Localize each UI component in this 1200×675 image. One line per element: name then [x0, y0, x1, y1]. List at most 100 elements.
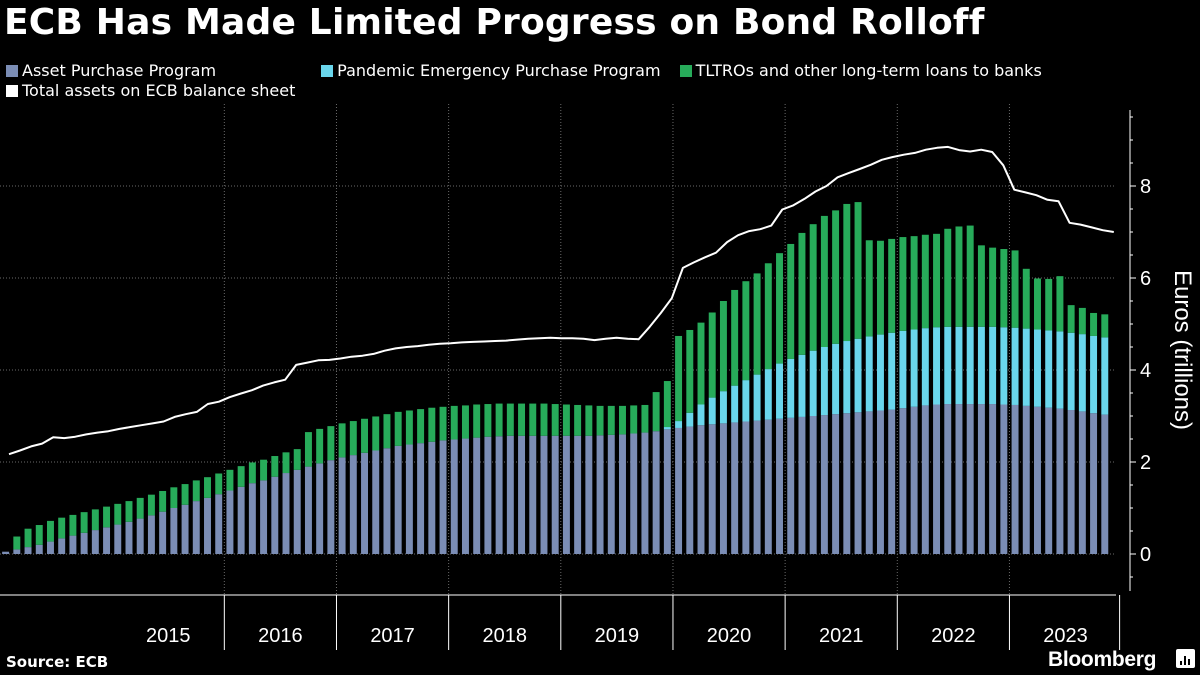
bar-segment-app [103, 527, 111, 554]
bar-segment-tltro [1011, 250, 1019, 328]
bar-segment-tltro [966, 225, 974, 327]
bar-segment-tltro [753, 273, 761, 375]
bar-segment-pepp [1056, 331, 1064, 409]
bar-segment-app [854, 412, 862, 554]
legend-swatch-app [6, 65, 18, 77]
bar-segment-tltro [383, 414, 391, 449]
bar-segment-app [742, 421, 750, 554]
bar-segment-tltro [327, 426, 335, 461]
bar-segment-pepp [820, 347, 828, 416]
bar-segment-tltro [316, 428, 324, 464]
bar-segment-pepp [944, 326, 952, 405]
bar-segment-pepp [910, 329, 918, 407]
legend-item-tltro[interactable]: TLTROs and other long-term loans to bank… [679, 61, 1042, 80]
bar-segment-tltro [114, 503, 122, 525]
bar-segment-pepp [1067, 332, 1075, 411]
bar-segment-tltro [876, 240, 884, 335]
bar-segment-app [215, 494, 223, 554]
bar-segment-app [192, 501, 200, 554]
bar-segment-tltro [91, 509, 99, 531]
bar-segment-tltro [484, 404, 492, 437]
y-tick-label: 4 [1140, 360, 1151, 382]
bar-segment-tltro [394, 411, 402, 446]
bar-segment-tltro [1090, 312, 1098, 336]
legend-item-app[interactable]: Asset Purchase Program [6, 61, 216, 80]
bar-segment-app [899, 408, 907, 554]
bar-segment-app [652, 431, 660, 554]
legend-swatch-tltro [679, 65, 692, 77]
bar-segment-app [607, 434, 615, 554]
bar-segment-tltro [417, 409, 425, 444]
bar-segment-app [304, 466, 312, 554]
bar-segment-tltro [820, 215, 828, 347]
bar-segment-tltro [1000, 249, 1008, 328]
y-tick-label: 6 [1140, 268, 1151, 290]
bar-segment-app [1045, 407, 1053, 554]
bar-segment-app [663, 429, 671, 554]
bar-segment-app [237, 486, 245, 554]
bar-segment-app [708, 424, 716, 554]
bar-segment-tltro [854, 202, 862, 339]
bar-segment-tltro [596, 405, 604, 436]
bar-segment-pepp [753, 374, 761, 421]
bar-segment-app [753, 420, 761, 554]
bar-segment-app [1090, 413, 1098, 554]
bar-segment-tltro [80, 512, 88, 533]
bar-segment-pepp [876, 334, 884, 411]
bar-segment-tltro [293, 449, 301, 470]
bar-segment-tltro [260, 459, 268, 481]
bar-segment-app [473, 437, 481, 554]
bar-segment-tltro [955, 226, 963, 327]
bar-segment-app [125, 521, 133, 554]
bar-segment-tltro [989, 247, 997, 327]
bar-segment-tltro [181, 484, 189, 505]
bar-segment-app [731, 422, 739, 554]
bar-segment-app [1056, 408, 1064, 554]
bar-segment-tltro [529, 403, 537, 436]
bar-segment-pepp [854, 338, 862, 413]
bar-segment-tltro [136, 497, 144, 519]
bar-segment-app [428, 441, 436, 554]
bar-segment-app [865, 411, 873, 554]
bar-segment-app [24, 547, 32, 554]
bar-segment-tltro [192, 480, 200, 502]
bar-segment-pepp [742, 380, 750, 422]
bar-segment-pepp [865, 336, 873, 412]
bar-segment-pepp [686, 412, 694, 427]
bar-segment-app [955, 404, 963, 554]
bar-segment-tltro [899, 237, 907, 331]
bar-segment-tltro [506, 403, 514, 436]
legend-label-pepp: Pandemic Emergency Purchase Program [337, 61, 661, 80]
bar-segment-app [787, 417, 795, 554]
bar-segment-tltro [641, 404, 649, 433]
bar-segment-app [1022, 405, 1030, 554]
bar-segment-pepp [776, 363, 783, 419]
bar-segment-pepp [989, 326, 997, 405]
legend-item-total[interactable]: Total assets on ECB balance sheet [6, 81, 295, 100]
bar-segment-app [46, 541, 54, 554]
bar-segment-app [719, 423, 727, 554]
bar-segment-tltro [764, 263, 772, 370]
bar-segment-app [2, 551, 10, 554]
bar-segment-tltro [13, 536, 21, 550]
bar-segment-tltro [170, 487, 178, 508]
bar-segment-app [506, 435, 514, 554]
bar-segment-tltro [944, 228, 952, 327]
bar-segment-tltro [58, 517, 66, 539]
bar-segment-app [944, 404, 952, 554]
bar-segment-app [562, 435, 570, 554]
bar-segment-app [1078, 411, 1086, 554]
bar-segment-app [383, 448, 391, 554]
bar-segment-tltro [585, 405, 593, 436]
bar-segment-tltro [428, 407, 436, 442]
bar-segment-pepp [787, 358, 795, 418]
legend-swatch-pepp [321, 65, 334, 77]
bar-segment-tltro [652, 392, 660, 432]
bar-segment-tltro [103, 506, 111, 528]
legend-item-pepp[interactable]: Pandemic Emergency Purchase Program [321, 61, 661, 80]
bar-segment-app [405, 444, 413, 554]
bar-segment-app [372, 450, 380, 554]
bar-segment-app [910, 406, 918, 554]
bar-segment-pepp [697, 404, 705, 426]
